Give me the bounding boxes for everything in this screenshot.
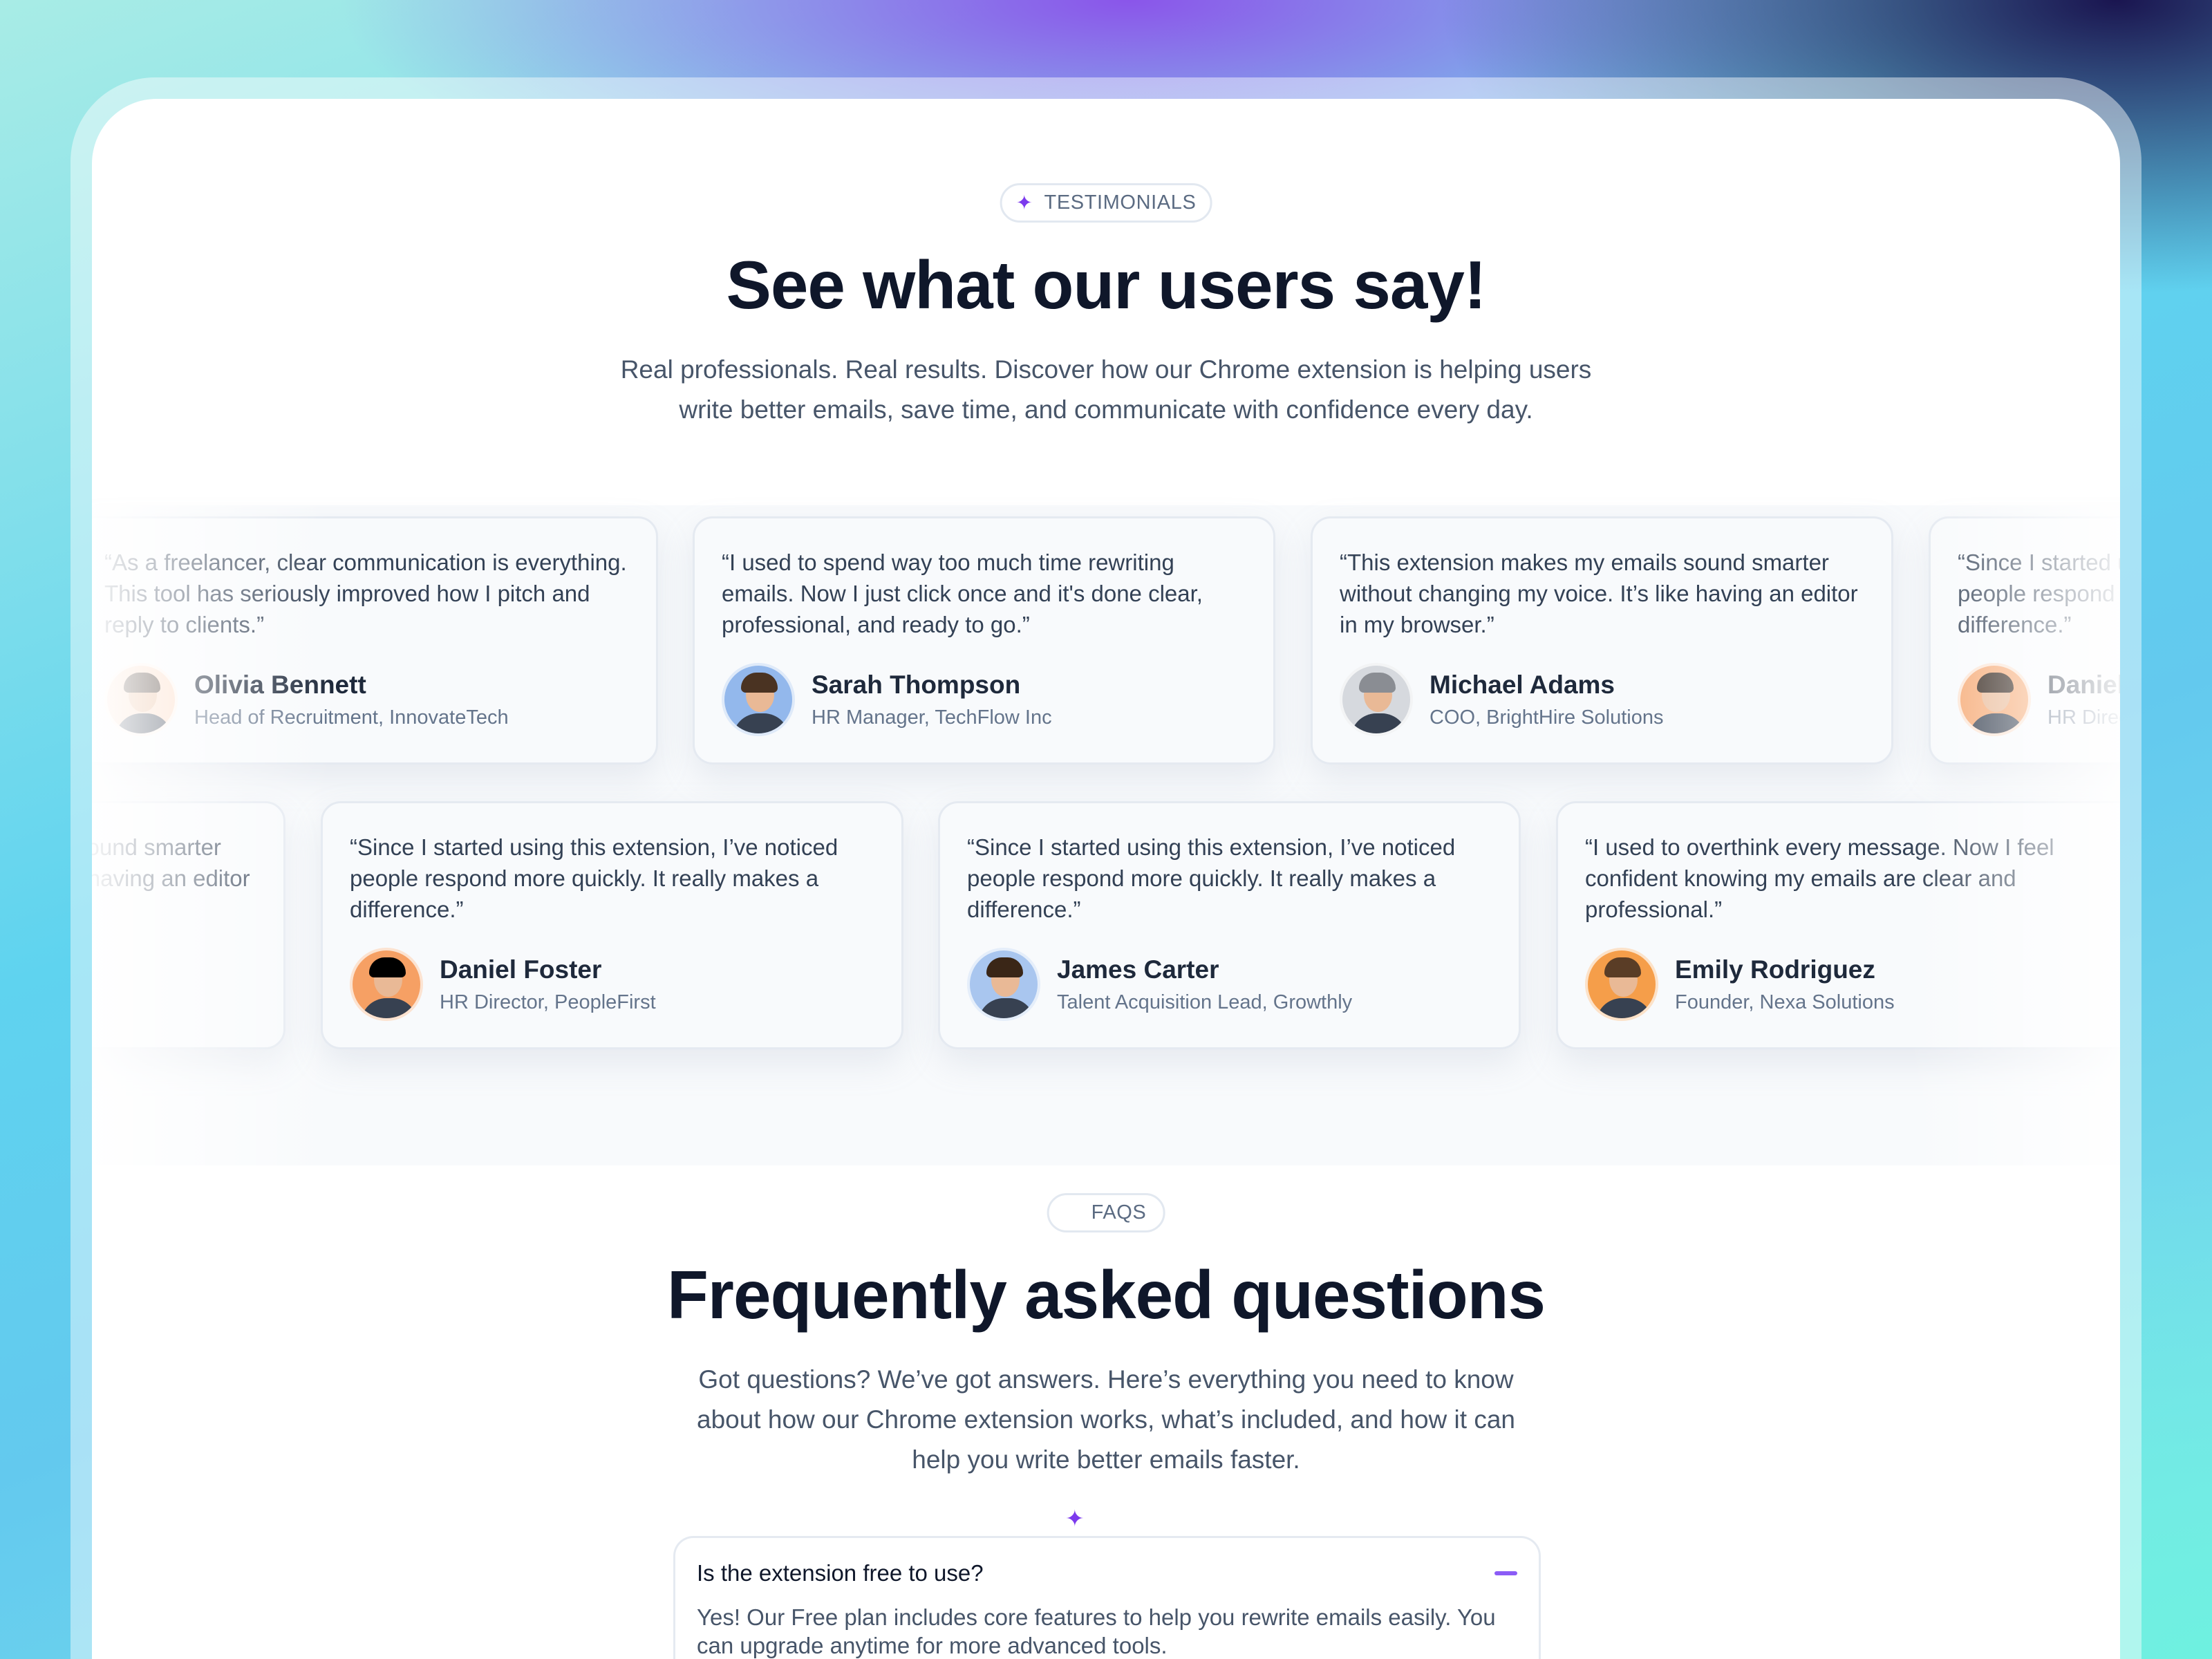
author-role: HR Director, PeopleFirst [440,991,656,1013]
badge-label: TESTIMONIALS [1044,191,1197,214]
avatar [1585,948,1658,1021]
testimonial-card: “This extension makes my emails sound sm… [1311,516,1893,765]
subtitle-line: about how our Chrome extension works, wh… [697,1405,1515,1434]
author-name: James Carter [1057,955,1219,984]
avatar [104,663,178,736]
sparkle-icon: ✦ [1015,192,1033,214]
faq-question: Is the extension free to use? [697,1560,984,1586]
avatar [1340,663,1413,736]
author-name: Daniel Foster [2047,670,2120,699]
minus-icon[interactable] [1494,1571,1517,1575]
testimonial-quote: “As a freelancer, clear communication is… [104,550,627,637]
author-name: Michael Adams [1430,670,1615,699]
testimonial-card: “I used to spend way too much time rewri… [693,516,1275,765]
testimonial-author: Daniel Foster HR Director, PeopleFirst [1958,663,2120,736]
author-name: Sarah Thompson [812,670,1021,699]
testimonial-card: “I used to overthink every message. Now … [1556,801,2120,1049]
subtitle-line: Got questions? We’ve got answers. Here’s… [698,1365,1514,1394]
faq-item[interactable]: Is the extension free to use? Yes! Our F… [673,1536,1541,1659]
avatar [722,663,795,736]
subtitle-line: Real professionals. Real results. Discov… [620,355,1592,384]
avatar [967,948,1040,1021]
faq-title: Frequently asked questions [666,1257,1546,1333]
testimonial-quote: “Since I started using this extension, I… [350,834,838,922]
testimonial-author: Daniel Foster HR Director, PeopleFirst [350,948,874,1021]
faq-subtitle: Got questions? We’ve got answers. Here’s… [92,1360,2120,1480]
content-card: ✦ TESTIMONIALS See what our users say! R… [92,99,2120,1659]
testimonial-card: “Since I started using this extension, I… [938,801,1521,1049]
author-role: Founder, Nexa Solutions [1675,991,1895,1013]
testimonial-quote: “Since I started using this extension, I… [967,834,1456,922]
testimonial-author: Sarah Thompson HR Manager, TechFlow Inc [722,663,1246,736]
subtitle-line: write better emails, save time, and comm… [679,395,1533,424]
testimonial-quote: “This extension makes my emails sound sm… [1340,550,1858,637]
faq-answer: Yes! Our Free plan includes core feature… [697,1604,1496,1658]
author-role: HR Director, PeopleFirst [2047,706,2120,729]
author-name: Olivia Bennett [194,670,366,699]
testimonial-quote: “Since I started using this extension, I… [1958,550,2120,637]
subtitle-line: help you write better emails faster. [912,1445,1300,1474]
testimonial-author: Michael Adams COO, BrightHire Solutions [1340,663,1864,736]
faqs-badge: FAQS [1047,1193,1165,1232]
author-name: Emily Rodriguez [1675,955,1875,984]
author-role: COO, BrightHire Solutions [1430,706,1664,729]
avatar [350,948,423,1021]
faq-question-row[interactable]: Is the extension free to use? [697,1560,1517,1586]
testimonial-card: “As a freelancer, clear communication is… [92,516,658,765]
author-name: Daniel Foster [440,955,602,984]
testimonials-badge: ✦ TESTIMONIALS [1000,183,1212,223]
testimonial-author: Olivia Bennett Head of Recruitment, Innov… [104,663,629,736]
badge-label: FAQS [1091,1201,1147,1224]
sparkle-icon: ✦ [1065,1506,1085,1531]
testimonials-subtitle: Real professionals. Real results. Discov… [92,350,2120,430]
testimonial-card: “This extension makes my emails sound sm… [92,801,285,1049]
testimonial-card: “Since I started using this extension, I… [321,801,903,1049]
testimonial-quote: “I used to spend way too much time rewri… [722,550,1203,637]
author-role: Head of Recruitment, InnovateTech [194,706,509,729]
author-role: HR Manager, TechFlow Inc [812,706,1052,729]
testimonial-author: Emily Rodriguez Founder, Nexa Solutions [1585,948,2110,1021]
author-role: Talent Acquisition Lead, Growthly [1057,991,1353,1013]
avatar [1958,663,2031,736]
testimonial-author: James Carter Talent Acquisition Lead, Gro… [967,948,1492,1021]
testimonial-card: “Since I started using this extension, I… [1929,516,2120,765]
testimonial-quote: “This extension makes my emails sound sm… [92,834,250,891]
testimonial-quote: “I used to overthink every message. Now … [1585,834,2054,922]
testimonials-title: See what our users say! [726,247,1486,323]
